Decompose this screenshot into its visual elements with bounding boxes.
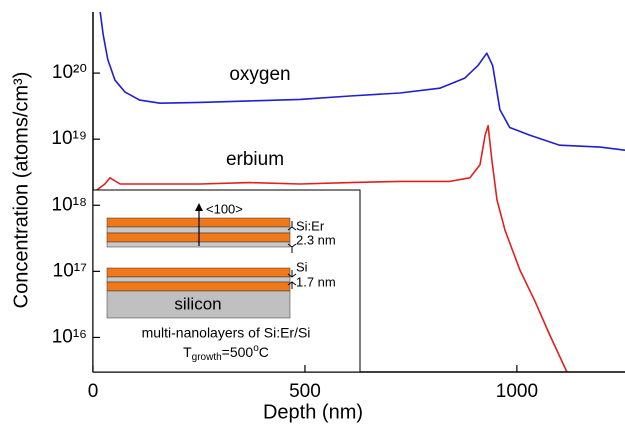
y-tick-label: 10¹⁹ xyxy=(51,128,87,149)
growth-t: T xyxy=(183,344,192,360)
layer-label: Si xyxy=(296,259,308,274)
x-axis-title: Depth (nm) xyxy=(263,401,363,423)
growth-value: =500 xyxy=(222,344,254,360)
growth-sub: growth xyxy=(192,352,222,363)
series-label: oxygen xyxy=(229,64,290,85)
layer xyxy=(106,267,291,278)
x-tick-label: 500 xyxy=(289,381,321,402)
y-tick-label: 10¹⁶ xyxy=(52,326,87,347)
layer-label: Si:Er xyxy=(296,218,325,233)
series-label: erbium xyxy=(226,149,284,170)
inset: <100> Si:Er 2.3 nm Si 1.7 nm silicon mul… xyxy=(92,189,361,373)
substrate xyxy=(106,290,291,319)
y-tick-label: 10²⁰ xyxy=(52,62,87,83)
thickness-arrow xyxy=(287,221,297,253)
substrate-label: silicon xyxy=(174,294,221,313)
y-tick-label: 10¹⁸ xyxy=(52,194,87,215)
x-tick-label: 0 xyxy=(88,381,99,402)
x-tick-label: 1000 xyxy=(496,381,538,402)
layer xyxy=(106,276,291,283)
degree: o xyxy=(253,343,259,354)
series-line xyxy=(93,124,568,372)
growth-temperature: Tgrowth=500oC xyxy=(183,343,269,363)
direction-label: <100> xyxy=(206,201,243,216)
thickness-label: 2.3 nm xyxy=(296,232,336,247)
y-axis-title: Concentration (atoms/cm³) xyxy=(10,72,32,309)
thickness-label: 1.7 nm xyxy=(296,274,336,289)
arrow-head xyxy=(195,203,203,211)
growth-unit: C xyxy=(259,344,269,360)
y-tick-label: 10¹⁷ xyxy=(53,260,87,281)
layer xyxy=(106,281,291,292)
inset-caption: multi-nanolayers of Si:Er/Si xyxy=(142,325,311,341)
thickness-arrow xyxy=(287,270,297,289)
plot-area xyxy=(93,12,625,372)
series-line xyxy=(99,12,625,151)
